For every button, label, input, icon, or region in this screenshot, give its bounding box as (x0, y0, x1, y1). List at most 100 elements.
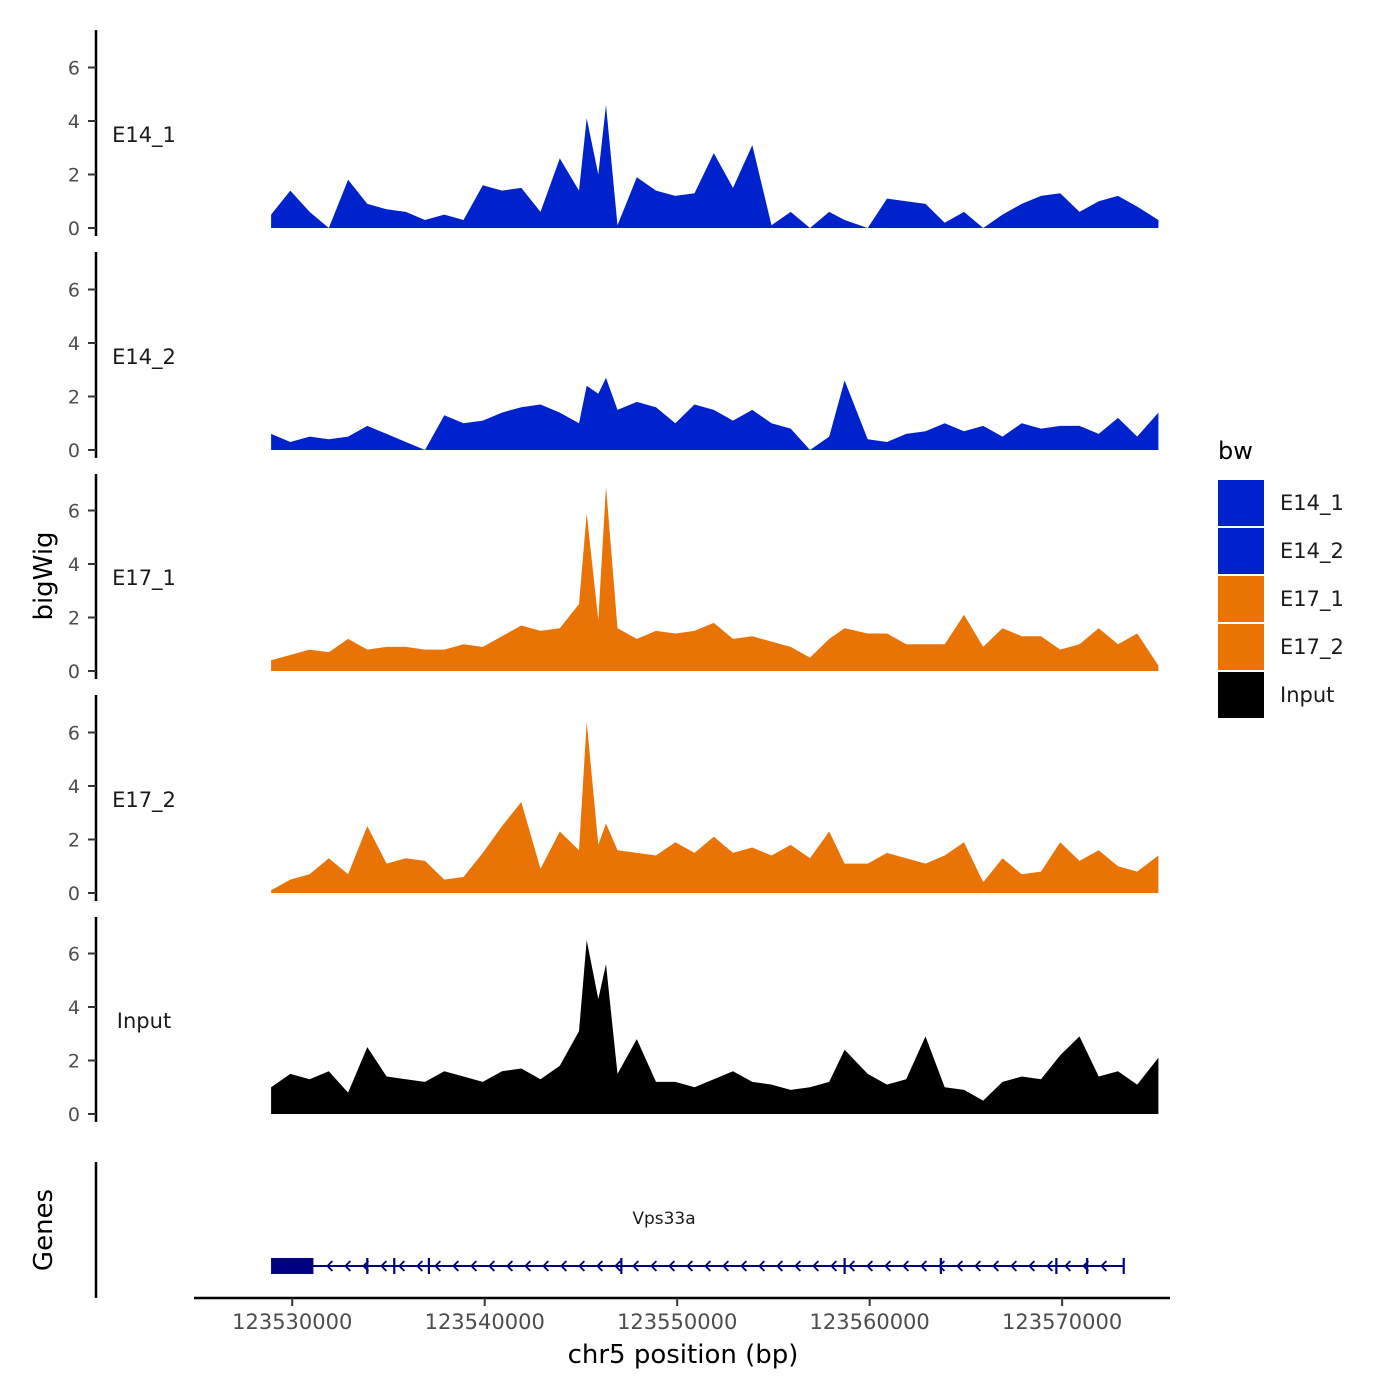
x-tick-label: 123570000 (1002, 1310, 1122, 1334)
y-tick-label: 6 (68, 280, 80, 302)
y-tick-label: 2 (68, 165, 80, 187)
y-tick-label: 2 (68, 387, 80, 409)
legend-key-E17_2 (1218, 624, 1264, 670)
strand-arrow-icon (524, 1260, 532, 1272)
strand-arrow-icon (794, 1260, 802, 1272)
y-tick-label: 6 (68, 723, 80, 745)
signal-area-E17_2 (271, 721, 1159, 893)
y-tick-label: 6 (68, 501, 80, 523)
legend-title: bw (1218, 437, 1253, 465)
track-panels: 0 2 4 6 E14_1 0 2 4 6 E14_2 0 2 4 6 E17_1 0 2 4 6 E17_2 0 2 4 6… (68, 30, 1159, 1126)
track-panel-Input: 0 2 4 6 Input (68, 917, 1159, 1126)
track-label-E14_2: E14_2 (112, 345, 176, 370)
y-tick-label: 2 (68, 1051, 80, 1073)
legend-label-E14_2: E14_2 (1280, 539, 1344, 564)
strand-arrow-icon (866, 1260, 874, 1272)
strand-arrow-icon (938, 1260, 946, 1272)
legend: bw E14_1 E14_2 E17_1 E17_2 Input (1218, 437, 1344, 718)
gene-model (271, 1258, 1125, 1274)
strand-arrow-icon (344, 1260, 352, 1272)
strand-arrow-icon (758, 1260, 766, 1272)
legend-key-Input (1218, 672, 1264, 718)
strand-arrow-icon (1064, 1260, 1072, 1272)
legend-label-Input: Input (1280, 683, 1334, 707)
strand-arrow-icon (614, 1260, 622, 1272)
strand-arrow-icon (506, 1260, 514, 1272)
signal-area-Input (271, 940, 1159, 1114)
track-label-Input: Input (117, 1009, 171, 1033)
strand-arrow-icon (470, 1260, 478, 1272)
y-tick-label: 0 (68, 440, 80, 462)
track-panel-E17_1: 0 2 4 6 E17_1 (68, 474, 1159, 683)
signal-area-E17_1 (271, 486, 1159, 671)
strand-arrow-icon (668, 1260, 676, 1272)
track-panel-E14_2: 0 2 4 6 E14_2 (68, 252, 1159, 462)
strand-arrow-icon (686, 1260, 694, 1272)
y-tick-label: 4 (68, 997, 80, 1019)
strand-arrow-icon (398, 1260, 406, 1272)
gene-name-label: Vps33a (632, 1209, 695, 1229)
y-tick-label: 0 (68, 218, 80, 240)
strand-arrow-icon (1010, 1260, 1018, 1272)
track-label-E17_2: E17_2 (112, 788, 176, 813)
strand-arrow-icon (704, 1260, 712, 1272)
strand-arrow-icon (884, 1260, 892, 1272)
genes-axis-title: Genes (29, 1189, 59, 1271)
strand-arrow-icon (812, 1260, 820, 1272)
strand-arrow-icon (1100, 1260, 1108, 1272)
legend-label-E17_1: E17_1 (1280, 587, 1344, 612)
strand-arrow-icon (434, 1260, 442, 1272)
x-axis: 123530000 123540000 123550000 123560000 1235… (194, 1296, 1170, 1334)
strand-arrow-icon (1028, 1260, 1036, 1272)
legend-key-E14_2 (1218, 528, 1264, 574)
y-tick-label: 6 (68, 58, 80, 80)
legend-key-E14_1 (1218, 480, 1264, 526)
legend-label-E14_1: E14_1 (1280, 491, 1344, 516)
strand-arrow-icon (722, 1260, 730, 1272)
strand-arrow-icon (902, 1260, 910, 1272)
y-tick-label: 0 (68, 661, 80, 683)
strand-arrow-icon (542, 1260, 550, 1272)
gene-exon-block (271, 1258, 314, 1274)
strand-arrow-icon (974, 1260, 982, 1272)
y-tick-label: 0 (68, 883, 80, 905)
strand-arrow-icon (380, 1260, 388, 1272)
x-tick-label: 123550000 (617, 1310, 737, 1334)
y-tick-label: 4 (68, 554, 80, 576)
track-label-E14_1: E14_1 (112, 123, 176, 148)
x-tick-label: 123540000 (425, 1310, 545, 1334)
y-tick-label: 4 (68, 111, 80, 133)
strand-arrow-icon (992, 1260, 1000, 1272)
strand-arrow-icon (740, 1260, 748, 1272)
y-tick-label: 6 (68, 944, 80, 966)
strand-arrow-icon (956, 1260, 964, 1272)
legend-key-E17_1 (1218, 576, 1264, 622)
x-axis-title: chr5 position (bp) (568, 1340, 799, 1370)
strand-arrow-icon (848, 1260, 856, 1272)
strand-arrow-icon (560, 1260, 568, 1272)
strand-arrow-icon (596, 1260, 604, 1272)
strand-arrow-icon (650, 1260, 658, 1272)
x-tick-label: 123530000 (232, 1310, 352, 1334)
y-tick-label: 2 (68, 830, 80, 852)
strand-arrow-icon (776, 1260, 784, 1272)
strand-arrow-icon (830, 1260, 838, 1272)
strand-arrow-icon (452, 1260, 460, 1272)
signal-area-E14_1 (271, 105, 1159, 228)
x-tick-label: 123560000 (810, 1310, 930, 1334)
strand-arrow-icon (326, 1260, 334, 1272)
strand-arrow-icon (1046, 1260, 1054, 1272)
y-axis-title: bigWig (29, 531, 59, 620)
strand-arrow-icon (632, 1260, 640, 1272)
strand-arrow-icon (416, 1260, 424, 1272)
y-tick-label: 2 (68, 608, 80, 630)
signal-area-E14_2 (271, 377, 1159, 450)
strand-arrow-icon (578, 1260, 586, 1272)
legend-label-E17_2: E17_2 (1280, 635, 1344, 660)
strand-arrow-icon (488, 1260, 496, 1272)
track-panel-E17_2: 0 2 4 6 E17_2 (68, 695, 1159, 905)
gene-track-panel: Vps33a (94, 1162, 1125, 1298)
y-tick-label: 4 (68, 333, 80, 355)
strand-arrow-icon (920, 1260, 928, 1272)
